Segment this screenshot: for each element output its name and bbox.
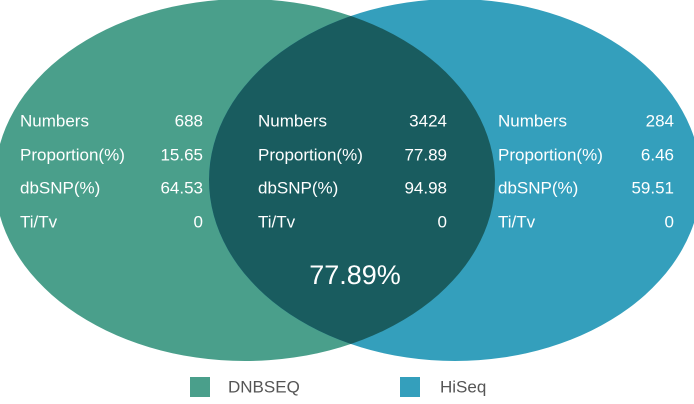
stat-value: 77.89: [404, 145, 447, 164]
stat-value: 6.46: [641, 145, 674, 164]
stat-label: dbSNP(%): [498, 178, 578, 197]
legend-label: HiSeq: [440, 377, 486, 396]
legend-swatch: [190, 377, 210, 397]
stat-value: 0: [665, 212, 674, 231]
legend-label: DNBSEQ: [228, 377, 300, 396]
overlap-label: 77.89%: [309, 260, 401, 290]
stat-label: Numbers: [498, 111, 567, 130]
stat-value: 59.51: [631, 178, 674, 197]
region-stats: Numbers 688 Proportion(%) 15.65 dbSNP(%) 64.5…: [20, 111, 674, 231]
stat-value: 0: [194, 212, 203, 231]
stat-label: Numbers: [258, 111, 327, 130]
stat-label: dbSNP(%): [258, 178, 338, 197]
stat-label: Proportion(%): [498, 145, 603, 164]
stat-label: Proportion(%): [258, 145, 363, 164]
stat-label: Numbers: [20, 111, 89, 130]
stat-label: Ti/Tv: [20, 212, 58, 231]
stat-value: 688: [175, 111, 203, 130]
stat-label: Proportion(%): [20, 145, 125, 164]
stat-label: Ti/Tv: [258, 212, 296, 231]
stat-label: dbSNP(%): [20, 178, 100, 197]
stat-label: Ti/Tv: [498, 212, 536, 231]
stat-value: 3424: [409, 111, 447, 130]
stat-value: 15.65: [160, 145, 203, 164]
overlap: [209, 0, 495, 361]
legend-swatch: [400, 377, 420, 397]
stat-value: 94.98: [404, 178, 447, 197]
stat-value: 0: [438, 212, 447, 231]
stat-value: 284: [646, 111, 674, 130]
stat-value: 64.53: [160, 178, 203, 197]
